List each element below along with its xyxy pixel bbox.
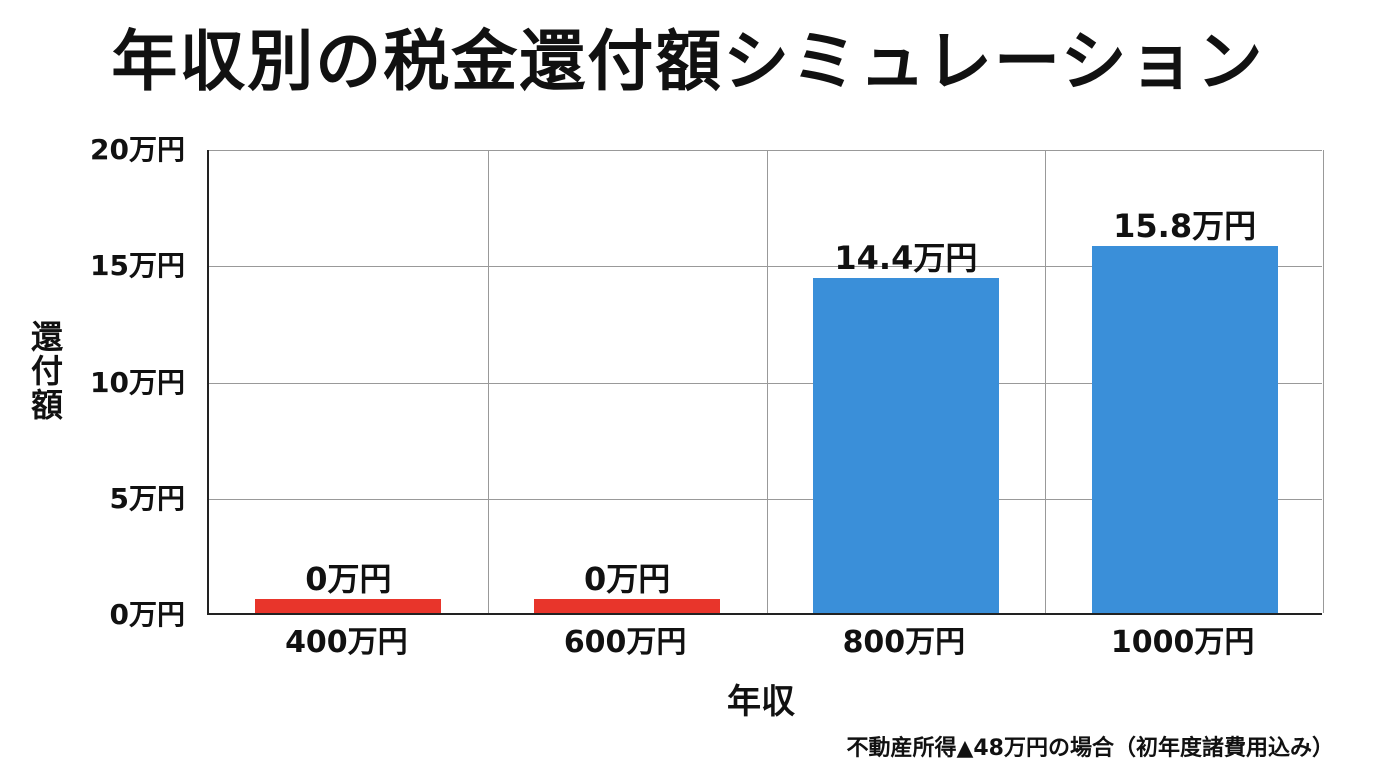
x-tick-label: 800万円: [842, 625, 966, 660]
y-tick-label: 5万円: [109, 481, 185, 515]
bar-1: [534, 599, 721, 613]
y-tick-label: 20万円: [90, 133, 185, 166]
bar-value-label: 15.8万円: [1113, 206, 1257, 245]
grid-line-vertical: [766, 150, 768, 613]
chart-note: 不動産所得▲48万円の場合（初年度諸費用込み）: [846, 736, 1334, 761]
y-axis-label: 還付額: [26, 320, 64, 422]
bar-2: [812, 278, 999, 613]
grid-line-vertical: [1045, 150, 1047, 613]
y-tick-label: 0万円: [109, 598, 185, 631]
y-tick-label: 10万円: [90, 365, 185, 399]
chart-title: 年収別の税金還付額シミュレーション: [111, 23, 1265, 100]
grid-line-horizontal: [209, 382, 1322, 384]
y-tick-label: 15万円: [90, 249, 185, 283]
x-tick-label: 1000万円: [1110, 625, 1255, 660]
grid-line-horizontal: [209, 498, 1322, 500]
bar-value-label: 0万円: [305, 560, 392, 598]
bar-value-label: 14.4万円: [834, 239, 978, 278]
x-tick-label: 600万円: [563, 625, 687, 660]
bar-0: [255, 599, 442, 613]
x-axis-label: 年収: [727, 682, 795, 722]
grid-line-vertical: [1323, 150, 1324, 613]
plot-area: 0万円 0万円 14.4万円 15.8万円: [207, 150, 1324, 615]
bar-3: [1091, 245, 1278, 613]
x-tick-label: 400万円: [285, 625, 408, 660]
grid-line-horizontal: [209, 266, 1322, 268]
bar-value-label: 0万円: [583, 560, 671, 598]
grid-line-vertical: [487, 150, 489, 613]
grid-line-horizontal: [209, 150, 1322, 151]
